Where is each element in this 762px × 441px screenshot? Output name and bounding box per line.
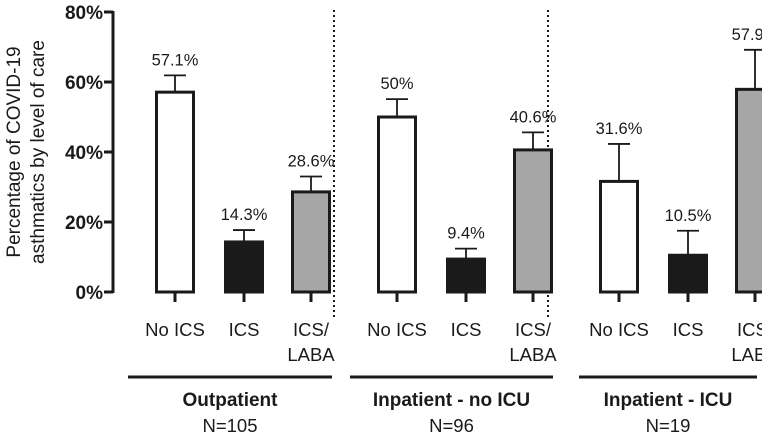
data-label: 10.5%	[665, 207, 712, 225]
labels: 57.1% No ICS 14.3% ICS 28.6% ICS/LABA Outpatie…	[128, 26, 762, 436]
y-axis-label-line-2: asthmatics by level of care	[28, 40, 49, 264]
y-axis: 0% 20% 40% 60% 80%	[65, 3, 115, 304]
category-label: LABA	[287, 344, 335, 365]
data-label: 14.3%	[221, 206, 268, 224]
category-label: No ICS	[145, 319, 205, 340]
data-label: 57.1%	[152, 51, 199, 69]
category-label: LABA	[731, 344, 762, 365]
category-label: ICS	[229, 319, 260, 340]
group-label: Inpatient - ICU	[604, 390, 733, 411]
data-label: 31.6%	[596, 120, 643, 138]
bar	[446, 257, 486, 294]
category-label: ICS/	[293, 319, 330, 340]
y-tick-label: 80%	[65, 3, 103, 24]
group-label: Outpatient	[183, 390, 279, 411]
y-tick-label: 40%	[65, 143, 103, 164]
y-tick-label: 20%	[65, 213, 103, 234]
category-label: ICS	[673, 319, 704, 340]
data-label: 9.4%	[447, 225, 485, 243]
bars	[155, 48, 762, 302]
bar	[668, 253, 708, 294]
data-label: 40.6%	[510, 108, 557, 126]
data-label: 28.6%	[288, 153, 335, 171]
y-axis-label: Percentage of COVID-19 asthmatics by lev…	[4, 40, 49, 264]
category-label: ICS/	[515, 319, 552, 340]
category-label: No ICS	[589, 319, 649, 340]
category-label: ICS/	[737, 319, 762, 340]
category-label: No ICS	[367, 319, 427, 340]
bar	[599, 179, 639, 294]
y-axis-label-line-1: Percentage of COVID-19	[4, 46, 25, 257]
bar	[224, 240, 264, 294]
y-tick-label: 0%	[76, 283, 104, 304]
group-n-label: N=105	[202, 415, 257, 436]
bar	[291, 190, 331, 294]
group-n-label: N=96	[429, 415, 474, 436]
bar	[735, 87, 762, 294]
bar	[513, 148, 553, 294]
y-tick-label: 60%	[65, 73, 103, 94]
bar	[155, 90, 195, 294]
category-label: LABA	[509, 344, 557, 365]
bar	[377, 115, 417, 294]
group-n-label: N=19	[646, 415, 691, 436]
group-label: Inpatient - no ICU	[373, 390, 530, 411]
data-label: 57.9%	[732, 26, 762, 44]
category-label: ICS	[451, 319, 482, 340]
data-label: 50%	[380, 75, 413, 93]
